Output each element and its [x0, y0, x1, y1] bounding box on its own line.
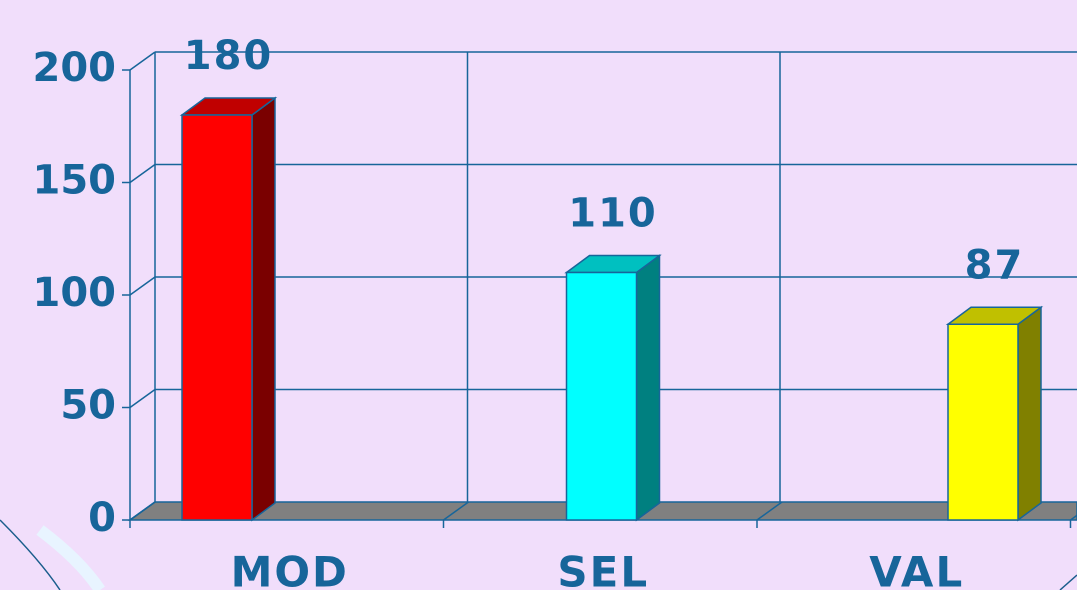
- grid-line: [129, 276, 156, 296]
- floor-divider: [1070, 514, 1077, 521]
- y-tick-label: 50: [60, 383, 116, 429]
- y-tick-label: 200: [33, 45, 117, 91]
- bar-side: [251, 96, 276, 522]
- y-tick-label: 100: [33, 270, 117, 316]
- value-label: 180: [184, 33, 274, 79]
- bar-side: [1017, 305, 1042, 522]
- bar: [181, 114, 253, 521]
- decoration: [1059, 574, 1077, 590]
- floor-divider: [443, 501, 469, 521]
- floor-divider: [756, 501, 783, 521]
- grid-line: [129, 51, 156, 71]
- decoration: [36, 525, 105, 590]
- y-tick-label: 150: [33, 158, 117, 204]
- y-tick-label: 0: [88, 495, 116, 541]
- grid-line: [129, 388, 156, 409]
- floor-divider: [129, 501, 156, 521]
- bar: [565, 271, 638, 521]
- grid-line: [129, 163, 156, 184]
- value-label: 87: [965, 242, 1025, 288]
- x-tick-label: MOD: [231, 548, 349, 590]
- bar: [947, 323, 1019, 521]
- value-label: 110: [568, 191, 658, 237]
- x-tick-label: SEL: [557, 548, 649, 590]
- x-tick-label: VAL: [869, 548, 964, 590]
- decoration: [0, 519, 61, 590]
- bar-side: [635, 254, 661, 522]
